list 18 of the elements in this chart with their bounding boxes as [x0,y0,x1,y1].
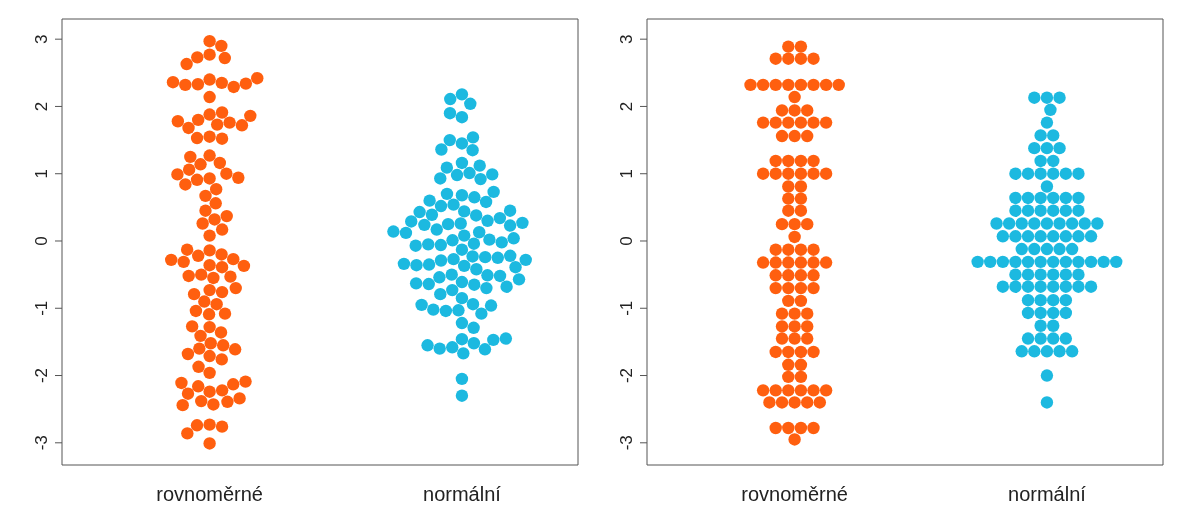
y-tick-label: 0 [32,236,51,246]
x-tick-label: rovnoměrné [156,483,263,506]
x-tick-label: normální [423,483,502,506]
y-tick-label: 2 [32,101,51,112]
x-tick-label: normální [1008,483,1087,506]
y-tick-label: 0 [617,236,636,246]
y-tick-label: -2 [32,367,51,384]
y-tick-label: 3 [617,34,636,44]
y-tick-label: -3 [32,435,51,451]
y-tick-label: -3 [617,435,636,451]
y-tick-label: -1 [32,300,51,316]
y-tick-label: 1 [617,168,636,179]
y-tick-label: 3 [32,34,51,44]
y-tick-label: 2 [617,101,636,112]
y-tick-label: -1 [617,300,636,316]
x-tick-label: rovnoměrné [741,483,848,506]
y-tick-label: 1 [32,168,51,179]
y-tick-label: -2 [617,367,636,384]
